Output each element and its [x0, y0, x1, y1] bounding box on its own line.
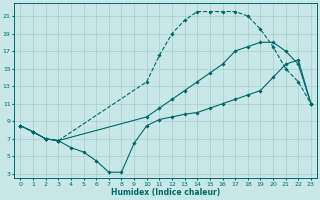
X-axis label: Humidex (Indice chaleur): Humidex (Indice chaleur): [111, 188, 220, 197]
